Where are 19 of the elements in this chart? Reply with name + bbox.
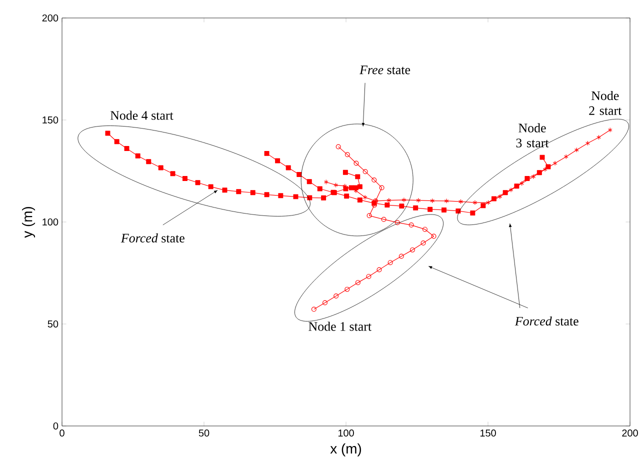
annotation: Forced state xyxy=(514,316,578,326)
annotation: Node 3 start xyxy=(516,123,549,148)
x-tick-label: 0 xyxy=(60,430,64,437)
x-tick-label: 50 xyxy=(198,430,210,437)
annotation: Node 1 start xyxy=(308,322,372,331)
annotation: Node 2 start xyxy=(589,90,622,116)
x-tick-label: 200 xyxy=(622,430,638,437)
y-tick-label: 200 xyxy=(42,14,58,22)
x-tick-label: 150 xyxy=(480,430,496,437)
y-axis-title: y (m) xyxy=(22,206,36,238)
x-axis-title: x (m) xyxy=(330,443,362,456)
y-tick-label: 150 xyxy=(42,116,58,124)
annotation: Node 4 start xyxy=(110,110,174,120)
y-tick-label: 50 xyxy=(48,320,58,328)
y-tick-label: 0 xyxy=(53,422,58,430)
y-tick-label: 100 xyxy=(42,218,58,226)
x-tick-label: 100 xyxy=(338,430,354,437)
annotation: Free state xyxy=(360,66,410,74)
annotation: Forced state xyxy=(120,233,184,243)
